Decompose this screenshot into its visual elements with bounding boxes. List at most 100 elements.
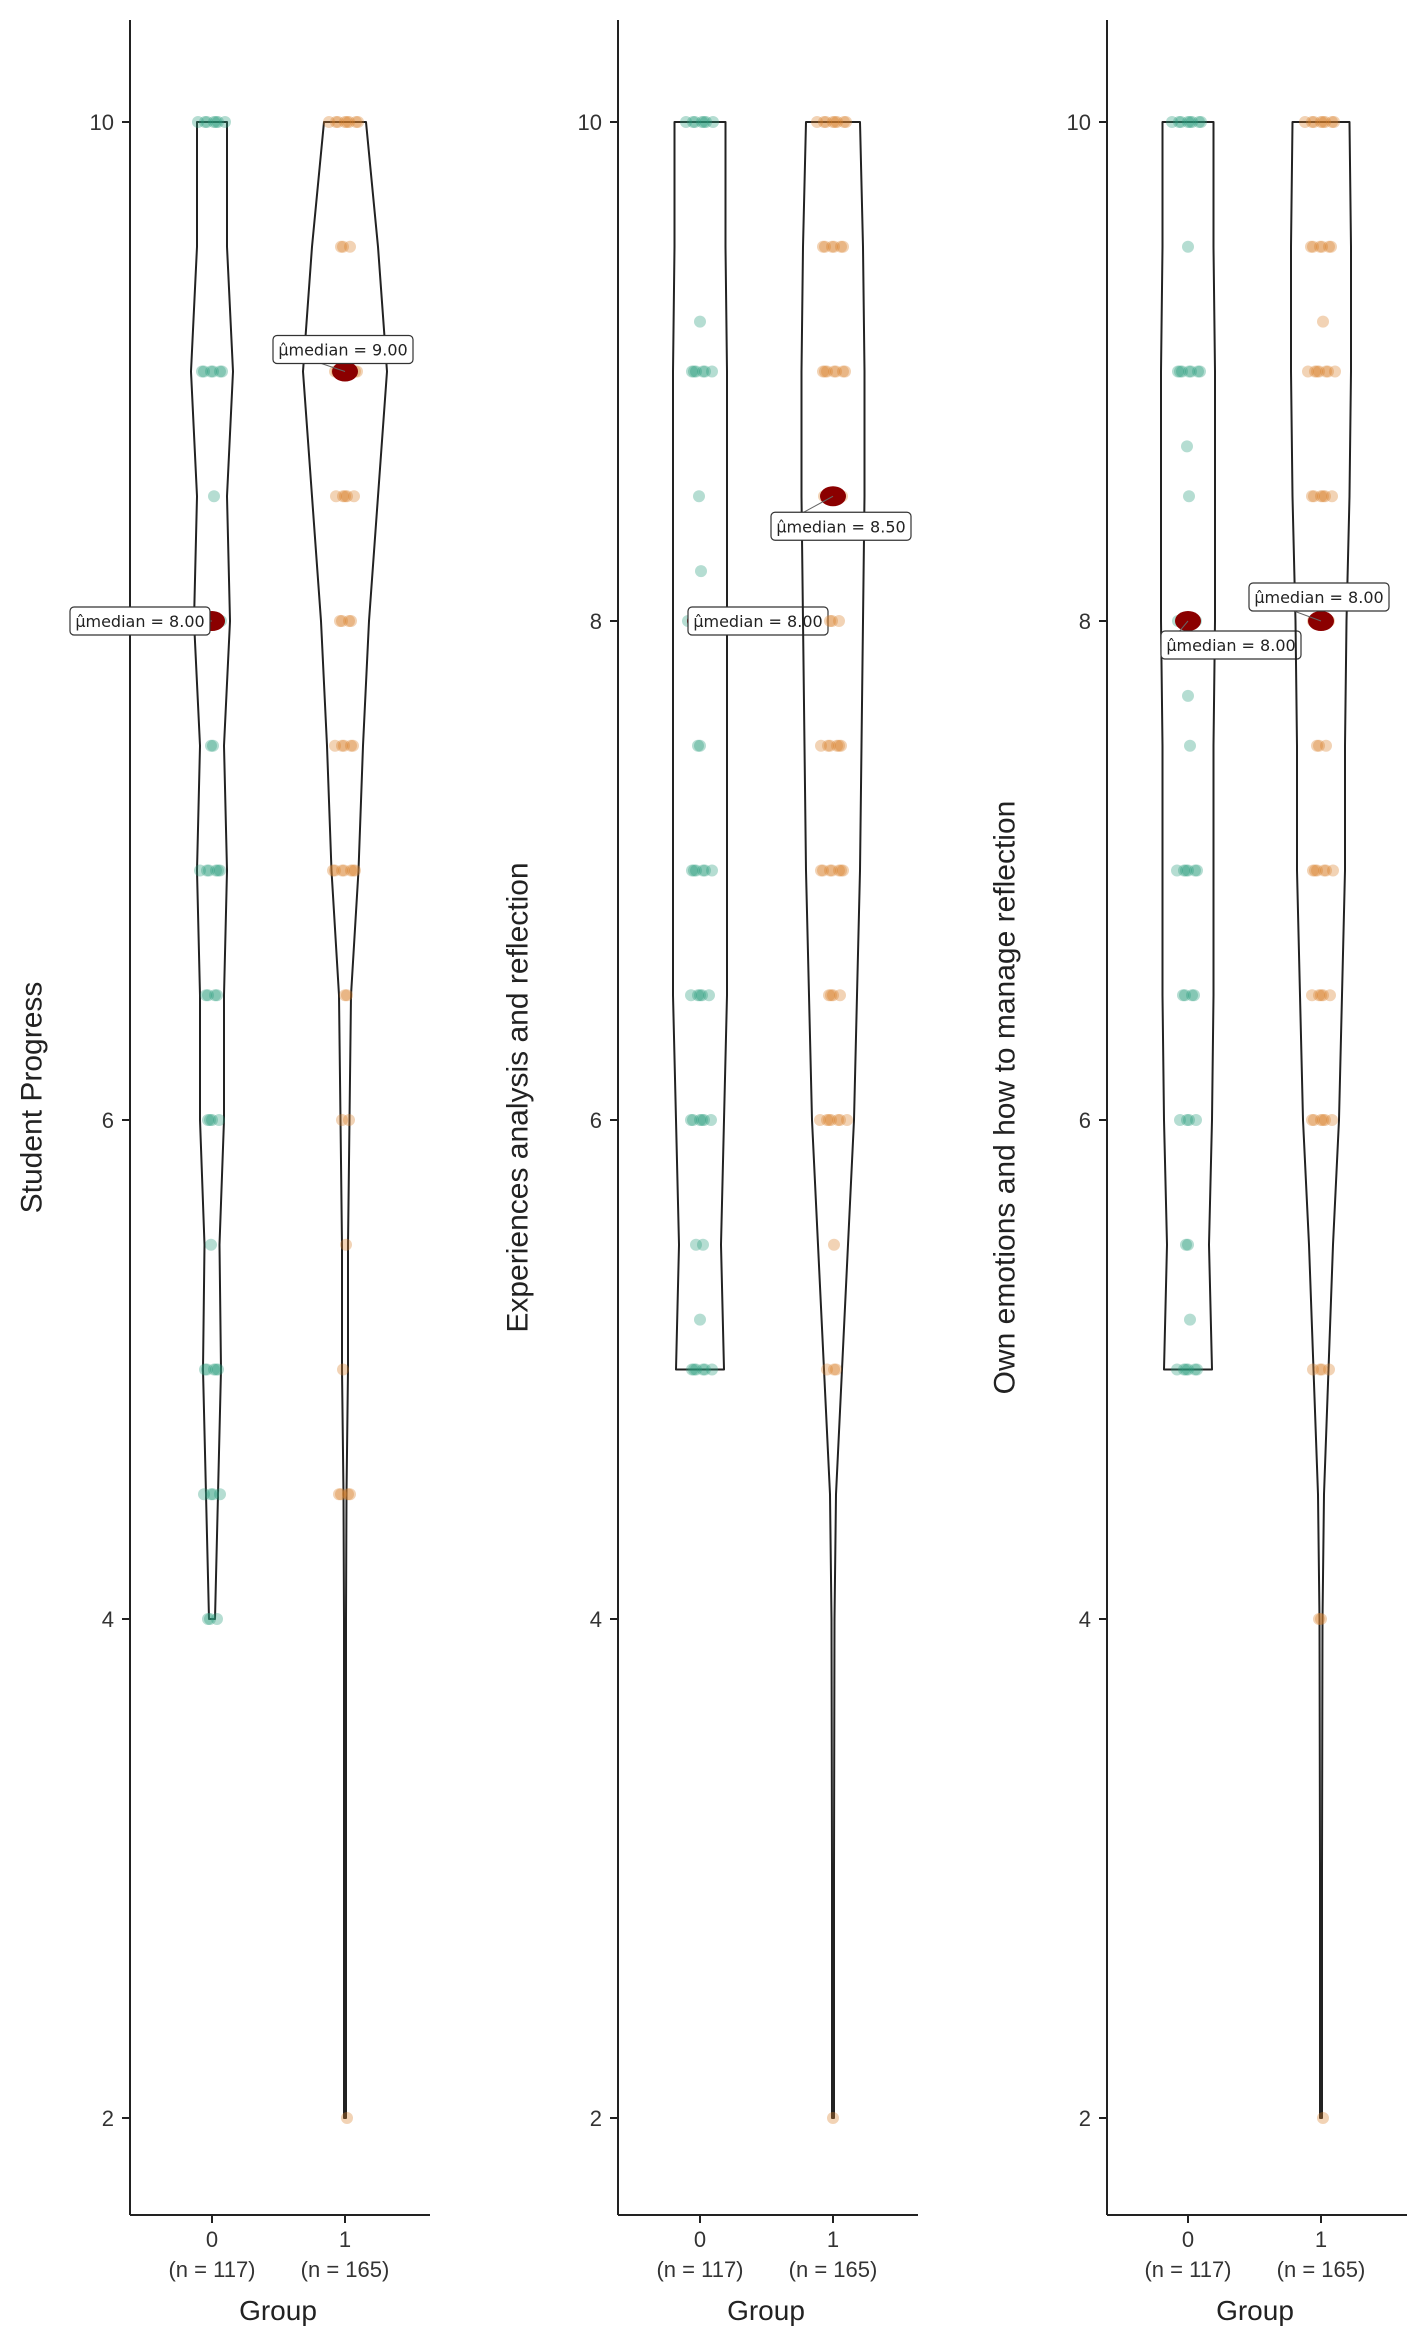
- data-point: [199, 1363, 211, 1376]
- data-point: [341, 116, 353, 128]
- data-point: [211, 1613, 223, 1625]
- data-point: [828, 240, 840, 253]
- x-tick-label: 0: [694, 2227, 706, 2252]
- data-point: [345, 615, 357, 627]
- data-point: [1176, 365, 1188, 378]
- data-point: [340, 1238, 352, 1251]
- data-point: [329, 739, 341, 752]
- data-point: [1308, 490, 1320, 503]
- data-point: [1174, 1114, 1186, 1126]
- data-point: [696, 1114, 708, 1126]
- data-point: [196, 365, 208, 378]
- data-point: [1315, 1114, 1327, 1126]
- x-tick-label: 0: [1182, 2227, 1194, 2252]
- data-point: [835, 739, 847, 752]
- median-label-box: [687, 606, 829, 636]
- data-point: [694, 739, 706, 752]
- x-tick-label: 1: [339, 2227, 351, 2252]
- data-point: [216, 365, 228, 378]
- data-point: [202, 989, 214, 1002]
- y-tick-label: 6: [102, 1108, 114, 1133]
- data-point: [212, 864, 224, 877]
- data-point: [194, 864, 206, 877]
- data-point: [688, 365, 700, 378]
- data-point: [210, 864, 222, 877]
- data-point: [827, 989, 839, 1002]
- data-point: [1319, 490, 1331, 503]
- data-point: [1190, 1114, 1202, 1126]
- data-point: [1180, 864, 1192, 877]
- data-point: [824, 615, 836, 627]
- data-point: [821, 1114, 833, 1126]
- y-tick-label: 8: [590, 609, 602, 634]
- data-point: [1184, 1313, 1196, 1326]
- data-point: [1318, 864, 1330, 877]
- data-point: [1306, 116, 1318, 128]
- data-point: [690, 365, 702, 378]
- data-point: [212, 116, 224, 128]
- data-point: [705, 1114, 717, 1126]
- data-point: [821, 365, 833, 378]
- data-point: [1317, 315, 1329, 328]
- series-group-1: μ̂median = 8.00: [1248, 116, 1390, 2124]
- data-point: [1319, 116, 1331, 128]
- median-label-text: μ̂median = 8.00: [1166, 636, 1295, 655]
- data-point: [207, 1488, 219, 1501]
- data-point: [211, 989, 223, 1002]
- data-point: [337, 490, 349, 503]
- x-axis-label: Group: [239, 2295, 317, 2326]
- data-point: [1195, 116, 1207, 128]
- data-point: [698, 116, 710, 128]
- data-point: [1323, 1363, 1335, 1376]
- data-point: [826, 240, 838, 253]
- data-point: [1313, 739, 1325, 752]
- data-point: [1173, 116, 1185, 128]
- data-point: [344, 240, 356, 253]
- data-point: [335, 240, 347, 253]
- data-point: [335, 1488, 347, 1501]
- data-point: [1313, 989, 1325, 1002]
- median-label-text: μ̂median = 8.00: [75, 612, 204, 631]
- data-point: [336, 864, 348, 877]
- data-point: [192, 116, 204, 128]
- data-point: [690, 1238, 702, 1251]
- data-point: [1184, 739, 1196, 752]
- median-label-box: [69, 606, 211, 636]
- data-point: [839, 365, 851, 378]
- data-point: [1320, 864, 1332, 877]
- data-point: [694, 1313, 706, 1326]
- data-point: [819, 365, 831, 378]
- data-point: [345, 864, 357, 877]
- data-point: [1320, 365, 1332, 378]
- violin-outline-group-0: [672, 121, 728, 1371]
- data-point: [687, 1114, 699, 1126]
- violin-outline-group-1: [302, 121, 388, 2119]
- series-group-0: μ̂median = 8.00: [672, 116, 829, 1376]
- median-label: μ̂median = 9.00: [272, 334, 414, 372]
- data-point: [697, 365, 709, 378]
- data-point: [837, 864, 849, 877]
- data-point: [828, 1238, 840, 1251]
- data-point: [332, 116, 344, 128]
- data-point: [207, 739, 219, 752]
- data-point: [198, 365, 210, 378]
- data-point: [208, 1363, 220, 1376]
- series-group-1: μ̂median = 8.50: [770, 116, 912, 2124]
- data-point: [1308, 116, 1320, 128]
- data-point: [1307, 864, 1319, 877]
- median-label-text: μ̂median = 8.50: [776, 517, 905, 536]
- data-point: [835, 864, 847, 877]
- data-point: [1311, 739, 1323, 752]
- x-tick-label: 0: [206, 2227, 218, 2252]
- data-point: [205, 1238, 217, 1251]
- data-point: [686, 864, 698, 877]
- data-point: [344, 1488, 356, 1501]
- y-axis-label: Experiences analysis and reflection: [502, 862, 535, 1332]
- median-label-box: [272, 334, 414, 365]
- data-point: [696, 116, 708, 128]
- data-point: [202, 1613, 214, 1625]
- data-point: [334, 615, 346, 627]
- data-point: [201, 864, 213, 877]
- data-point: [817, 365, 829, 378]
- data-point: [686, 365, 698, 378]
